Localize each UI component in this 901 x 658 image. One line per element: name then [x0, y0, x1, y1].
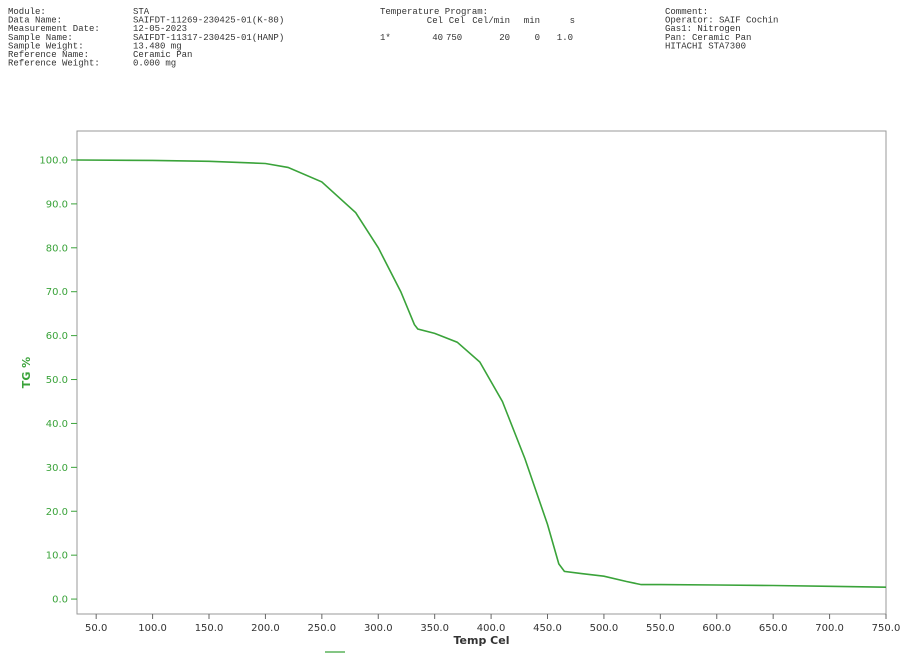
x-tick-label: 750.0 — [872, 623, 901, 634]
program-title: Temperature Program: — [380, 7, 488, 17]
x-tick-label: 200.0 — [251, 623, 280, 634]
program-column: s — [570, 16, 575, 26]
header-label: Measurement Date: — [8, 24, 100, 34]
y-axis-label: TG % — [20, 357, 33, 388]
header-value: SAIFDT-11269-230425-01(K-80) — [133, 16, 284, 26]
y-tick-label: 80.0 — [46, 243, 68, 254]
y-tick-label: 50.0 — [46, 375, 68, 386]
y-tick-label: 30.0 — [46, 463, 68, 474]
program-cell: 1.0 — [557, 33, 573, 43]
x-tick-label: 550.0 — [646, 623, 675, 634]
y-tick-label: 60.0 — [46, 331, 68, 342]
y-tick-label: 90.0 — [46, 199, 68, 210]
x-tick-label: 250.0 — [308, 623, 337, 634]
header-label: Module: — [8, 7, 46, 17]
x-tick-label: 350.0 — [420, 623, 449, 634]
program-column: Cel/min — [472, 16, 510, 26]
x-tick-label: 600.0 — [702, 623, 731, 634]
header-comment: Gas1: Nitrogen — [665, 24, 741, 34]
x-tick-label: 50.0 — [85, 623, 107, 634]
program-column: min — [524, 16, 540, 26]
program-cell: 40 — [432, 33, 443, 43]
y-tick-label: 100.0 — [39, 155, 68, 166]
x-axis-label: Temp Cel — [454, 634, 510, 647]
x-tick-label: 500.0 — [590, 623, 619, 634]
header-comment: Operator: SAIF Cochin — [665, 16, 778, 26]
plot-frame — [76, 130, 887, 615]
header-value: STA — [133, 7, 150, 17]
y-tick-label: 10.0 — [46, 551, 68, 562]
x-tick-label: 700.0 — [815, 623, 844, 634]
program-cell: 750 — [446, 33, 462, 43]
header-label: Reference Weight: — [8, 59, 100, 69]
y-tick-label: 0.0 — [52, 595, 68, 606]
header-label: Reference Name: — [8, 50, 89, 60]
y-tick-label: 20.0 — [46, 507, 68, 518]
header-value: SAIFDT-11317-230425-01(HANP) — [133, 33, 284, 43]
x-tick-label: 450.0 — [533, 623, 562, 634]
header-comment: HITACHI STA7300 — [665, 41, 746, 51]
program-cell: 20 — [499, 33, 510, 43]
y-tick-label: 70.0 — [46, 287, 68, 298]
header-comment: Pan: Ceramic Pan — [665, 33, 751, 43]
header-label: Data Name: — [8, 16, 62, 26]
tg-curve — [76, 159, 887, 588]
x-tick-label: 100.0 — [138, 623, 167, 634]
program-cell: 1* — [380, 33, 391, 43]
program-column: Cel — [449, 16, 465, 26]
header-value: Ceramic Pan — [133, 50, 192, 60]
program-column: Cel — [427, 16, 443, 26]
x-tick-label: 150.0 — [195, 623, 224, 634]
x-tick-label: 650.0 — [759, 623, 788, 634]
header-comment: Comment: — [665, 7, 708, 17]
header-label: Sample Name: — [8, 33, 73, 43]
x-tick-label: 300.0 — [364, 623, 393, 634]
header-value: 12-05-2023 — [133, 24, 187, 34]
header-label: Sample Weight: — [8, 41, 84, 51]
x-tick-label: 400.0 — [477, 623, 506, 634]
program-cell: 0 — [535, 33, 540, 43]
y-tick-label: 40.0 — [46, 419, 68, 430]
header-value: 13.480 mg — [133, 41, 182, 51]
header-value: 0.000 mg — [133, 59, 176, 69]
